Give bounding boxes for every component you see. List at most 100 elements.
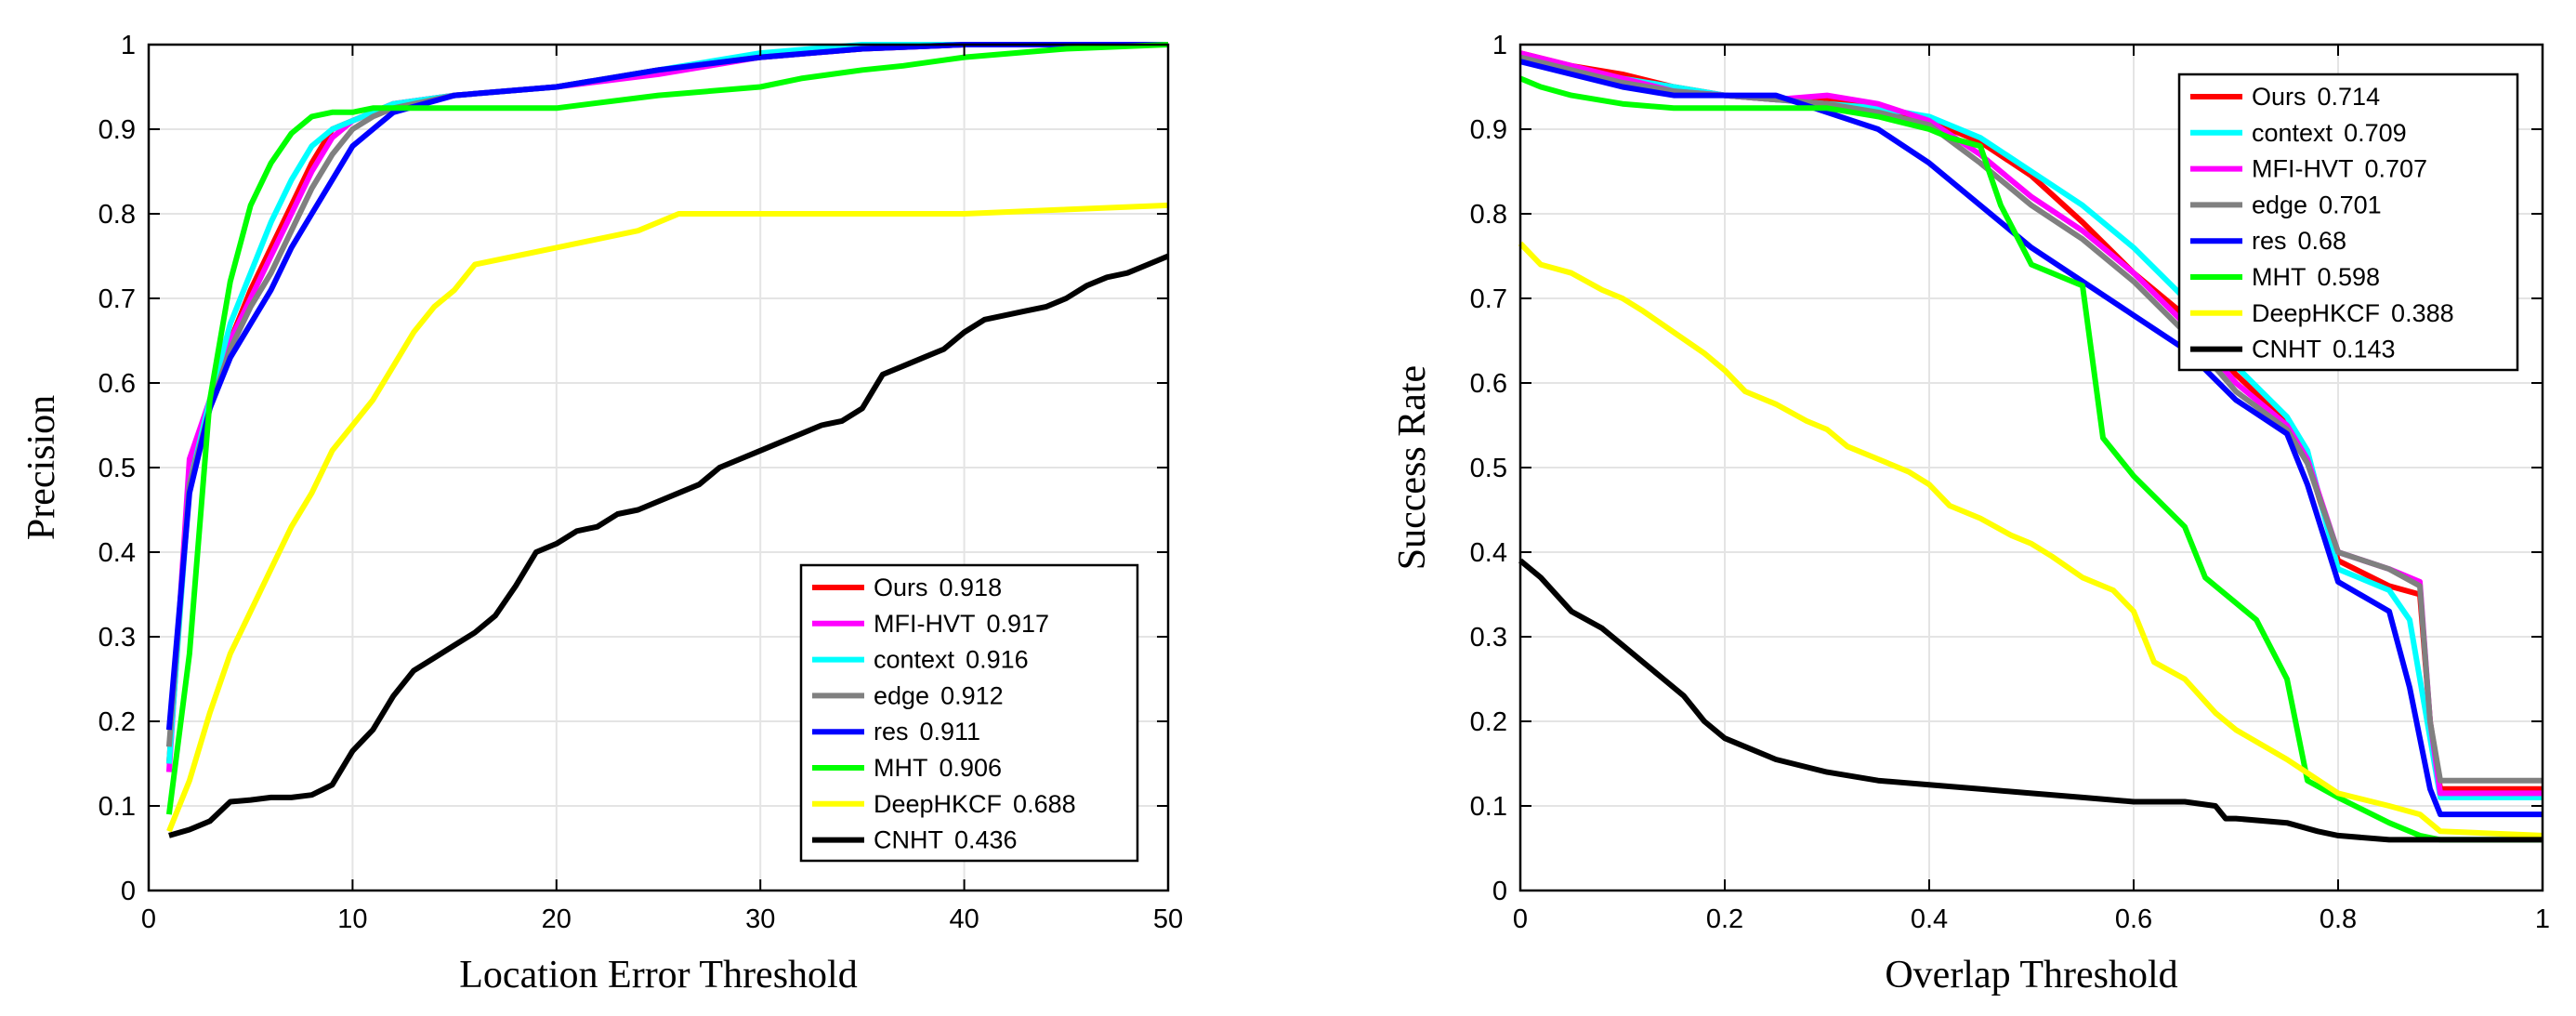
success-legend-name: CNHT (2252, 336, 2321, 363)
success-legend-box (2177, 73, 2519, 372)
success-y-tick-label: 0.9 (1470, 115, 1507, 145)
precision-y-tick-label: 0.4 (99, 538, 136, 568)
precision-legend-box (799, 563, 1139, 863)
precision-legend-name: res (874, 718, 909, 746)
success-rate-plot: 0 0.2 0.4 0.6 0.8 1 0 0.1 0.2 0.3 0.4 0.5 0.6 0.7 0.8 0… (1391, 31, 2550, 996)
success-y-axis-title: Success Rate (1391, 365, 1434, 570)
precision-legend-name: MFI-HVT (874, 610, 975, 638)
precision-legend-label-ours: Ours 0.918 (874, 574, 1002, 601)
success-y-tick-label: 0.1 (1470, 792, 1507, 822)
success-legend-label-context: context 0.709 (2252, 119, 2407, 147)
precision-series-line-context (165, 42, 1168, 764)
success-legend-score: 0.388 (2391, 299, 2454, 327)
precision-x-tick-label: 10 (337, 904, 367, 934)
precision-legend-score: 0.688 (1013, 790, 1076, 818)
precision-legend-label-cnht: CNHT 0.436 (874, 826, 1018, 854)
success-series-line-cnht (1518, 558, 2543, 843)
success-legend-label-ours: Ours 0.714 (2252, 83, 2380, 111)
precision-y-tick-label: 0.5 (99, 454, 136, 483)
precision-y-axis-title: Precision (20, 395, 63, 540)
success-legend-score: 0.707 (2364, 155, 2427, 183)
success-legend-name: DeepHKCF (2252, 299, 2380, 327)
precision-plot: 0 10 20 30 40 5000.10.20.30.40.50.60.70.80.91… (20, 31, 1183, 996)
precision-series-line-deephkcf (166, 202, 1169, 833)
success-legend-name: edge (2252, 191, 2307, 218)
success-y-tick-label: 0.7 (1470, 284, 1507, 314)
precision-y-tick-label: 1 (121, 31, 136, 60)
precision-y-tick-label: 0.6 (99, 369, 136, 399)
success-y-tick-label: 0 (1492, 877, 1507, 906)
precision-legend: Ours 0.918 MFI-HVT 0.917 context 0.916 edge 0.9… (799, 563, 1139, 863)
success-y-tick-label: 0.5 (1470, 454, 1507, 483)
success-legend-label-deephkcf: DeepHKCF 0.388 (2252, 299, 2454, 327)
precision-legend-score: 0.906 (939, 754, 1002, 782)
success-x-tick-label: 0.2 (1706, 904, 1743, 934)
success-x-tick-label: 0 (1513, 904, 1528, 934)
precision-legend-label-edge: edge 0.912 (874, 681, 1004, 709)
precision-y-tick-label: 0.9 (99, 115, 136, 145)
precision-legend-score: 0.917 (986, 610, 1049, 638)
precision-y-tick-label: 0.2 (99, 707, 136, 737)
success-legend-label-mfi-hvt: MFI-HVT 0.707 (2252, 155, 2427, 183)
precision-y-tick-label: 0.7 (99, 284, 136, 314)
success-legend-score: 0.598 (2317, 263, 2380, 291)
success-legend-score: 0.68 (2298, 227, 2347, 255)
success-legend-name: MFI-HVT (2252, 155, 2353, 183)
success-legend-label-cnht: CNHT 0.143 (2252, 336, 2396, 363)
precision-legend-name: edge (874, 681, 929, 709)
precision-x-axis-title: Location Error Threshold (459, 954, 857, 996)
success-legend-score: 0.143 (2333, 336, 2396, 363)
success-y-tick-label: 0.2 (1470, 707, 1507, 737)
success-legend-name: context (2252, 119, 2333, 147)
success-legend: Ours 0.714 context 0.709 MFI-HVT 0.707 edge 0.7… (2177, 73, 2519, 372)
success-x-tick-label: 1 (2535, 904, 2550, 934)
precision-series-line-cnht (168, 253, 1170, 838)
success-legend-name: res (2252, 227, 2287, 255)
success-legend-label-res: res 0.68 (2252, 227, 2346, 255)
precision-x-tick-label: 0 (141, 904, 156, 934)
success-x-tick-label: 0.8 (2320, 904, 2357, 934)
precision-x-tick-label: 40 (949, 904, 979, 934)
precision-legend-score: 0.916 (966, 646, 1029, 674)
success-x-axis-title: Overlap Threshold (1885, 954, 2177, 996)
success-legend-name: MHT (2252, 263, 2306, 291)
precision-series-line-mht (165, 42, 1169, 815)
precision-legend-name: Ours (874, 574, 928, 601)
precision-legend-score: 0.911 (920, 718, 981, 746)
success-legend-label-edge: edge 0.701 (2252, 191, 2382, 218)
success-series-line-deephkcf (1518, 241, 2543, 838)
success-legend-score: 0.701 (2319, 191, 2382, 218)
success-series-line-res (1519, 59, 2543, 818)
success-legend-score: 0.714 (2318, 83, 2381, 111)
precision-y-tick-label: 0 (121, 877, 136, 906)
precision-legend-score: 0.912 (940, 681, 1004, 709)
success-y-tick-label: 1 (1492, 31, 1507, 60)
precision-series-line-res (165, 42, 1168, 731)
precision-legend-score: 0.436 (954, 826, 1018, 854)
precision-legend-label-deephkcf: DeepHKCF 0.688 (874, 790, 1076, 818)
success-y-tick-label: 0.4 (1470, 538, 1507, 568)
success-legend-score: 0.709 (2344, 119, 2407, 147)
precision-x-tick-label: 30 (745, 904, 775, 934)
success-y-tick-label: 0.3 (1470, 623, 1507, 653)
success-legend-name: Ours (2252, 83, 2307, 111)
precision-legend-name: CNHT (874, 826, 943, 854)
precision-legend-name: context (874, 646, 955, 674)
success-y-tick-label: 0.8 (1470, 200, 1507, 230)
precision-legend-label-res: res 0.911 (874, 718, 980, 746)
precision-legend-name: MHT (874, 754, 927, 782)
precision-legend-label-mht: MHT 0.906 (874, 754, 1002, 782)
precision-legend-label-mfi-hvt: MFI-HVT 0.917 (874, 610, 1049, 638)
precision-y-tick-label: 0.3 (99, 623, 136, 653)
precision-legend-label-context: context 0.916 (874, 646, 1029, 674)
success-series-line-mht (1518, 75, 2543, 843)
precision-y-tick-label: 0.8 (99, 200, 136, 230)
success-legend-label-mht: MHT 0.598 (2252, 263, 2380, 291)
precision-legend-score: 0.918 (940, 574, 1003, 601)
precision-legend-name: DeepHKCF (874, 790, 1002, 818)
success-x-tick-label: 0.6 (2115, 904, 2152, 934)
precision-x-tick-label: 50 (1153, 904, 1183, 934)
success-x-tick-label: 0.4 (1911, 904, 1948, 934)
success-y-tick-label: 0.6 (1470, 369, 1507, 399)
